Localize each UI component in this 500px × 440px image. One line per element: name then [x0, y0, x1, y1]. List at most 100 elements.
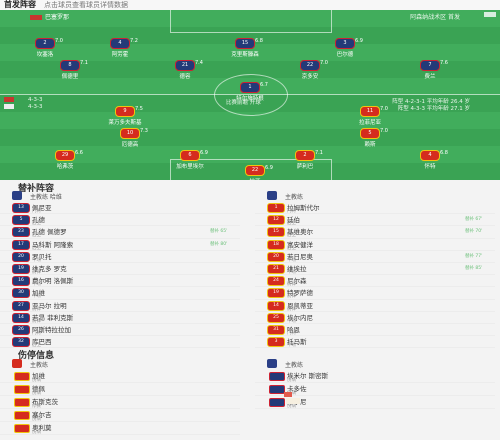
player-position: 后卫 — [32, 245, 41, 251]
shirt-icon: 3 — [335, 38, 355, 49]
player-name: 托马斯 — [287, 338, 307, 347]
away-player-6[interactable]: 6 6.9 加布里埃尔 — [176, 150, 208, 170]
player-position: 门将 — [32, 330, 41, 336]
player-name: 若日尼奥 — [287, 252, 313, 261]
home-injury-row[interactable]: 奥利莫 伤病 — [0, 422, 240, 435]
player-name: 亚马尔 拉明 — [32, 301, 67, 310]
center-circle — [214, 74, 288, 116]
home-player-9[interactable]: 7 7.6 费兰 — [400, 60, 460, 80]
center-text: 比赛前瞻 开球 — [226, 100, 261, 106]
home-formation-2: 4-3-3 — [28, 104, 43, 110]
sub-time-tag: 替补 70' — [465, 229, 483, 235]
penalty-box-top — [170, 10, 332, 33]
player-name: 维埃拉 — [287, 264, 307, 273]
shirt-icon: 22 — [300, 60, 320, 71]
home-sub-row[interactable]: 19 维克多 罗克 前锋 — [0, 263, 240, 276]
away-formation: 阵型 4-2-3-1 平均年龄 26.4 岁 — [392, 99, 470, 105]
shirt-icon: 16 — [12, 276, 30, 287]
shirt-icon: 19 — [267, 288, 285, 299]
home-sub-row[interactable]: 27 亚马尔 拉明 前锋 — [0, 300, 240, 312]
player-position: 前锋 — [287, 306, 296, 312]
home-player-7[interactable]: 21 7.4 德容 — [155, 60, 215, 80]
home-injury-row[interactable]: 塞尔吉 伤病 — [0, 409, 240, 422]
home-player-4[interactable]: 15 6.8 克里斯滕森 — [231, 38, 263, 58]
home-injury-row[interactable]: 德佩 伤病 — [0, 383, 240, 396]
shirt-icon: 26 — [12, 324, 30, 335]
shirt-icon: 1 — [240, 82, 260, 93]
home-sub-row[interactable]: 5 孔德 后卫 — [0, 214, 240, 227]
away-player-9[interactable]: 22 6.9 拉亚 — [225, 165, 285, 180]
penalty-box-bottom — [170, 159, 332, 180]
away-player-8[interactable]: 4 6.8 怀特 — [400, 150, 460, 170]
away-sub-row[interactable]: 24 尼尔森 前锋 — [255, 275, 495, 288]
player-name: 富安健洋 — [287, 240, 313, 249]
away-player-3[interactable]: 10 7.3 厄德高 — [120, 128, 148, 148]
away-player-5[interactable]: 29 6.6 哈弗茨 — [55, 150, 83, 170]
away-sub-row[interactable]: 12 廷伯 后卫 替补 67' — [255, 214, 495, 227]
home-player-3[interactable]: 4 7.2 阿劳霍 — [110, 38, 138, 58]
away-injury-row[interactable]: 埃米尔 斯密斯 伤病 — [255, 370, 495, 383]
away-sub-row[interactable]: 25 埃尔内尼 中场 — [255, 312, 495, 324]
home-player-1[interactable]: 1 6.7 特尔施特根 — [236, 82, 268, 102]
home-player-6[interactable]: 8 7.1 佩德里 — [60, 60, 88, 80]
home-player-2[interactable]: 2 7.0 坎塞洛 — [35, 38, 63, 58]
shirt-icon: 5 — [12, 215, 30, 226]
home-sub-row[interactable]: 32 库巴西 后卫 — [0, 336, 240, 349]
home-sub-row[interactable]: 30 加维 中场 — [0, 287, 240, 300]
player-name: 塞尔吉 — [32, 411, 52, 419]
player-position: 前锋 — [287, 282, 296, 288]
away-player-4[interactable]: 5 7.0 赖斯 — [340, 128, 400, 148]
player-name: 特罗萨德 — [287, 289, 313, 298]
home-player-8[interactable]: 22 7.0 京多安 — [300, 60, 328, 80]
home-sub-row[interactable]: 23 孔德 佩德罗 后卫 替补 65' — [0, 226, 240, 239]
away-sub-row[interactable]: 1 拉姆斯代尔 门将 — [255, 202, 495, 215]
player-position: 后卫 — [287, 221, 296, 227]
away-player-2[interactable]: 11 7.0 拉菲尼亚 — [358, 106, 388, 126]
shirt-icon: 5 — [360, 128, 380, 139]
shirt-icon: 11 — [360, 106, 380, 117]
injury-status: 伤病 — [32, 378, 41, 383]
home-sub-row[interactable]: 17 马科斯 阿隆索 后卫 替补 80' — [0, 239, 240, 251]
home-sub-row[interactable]: 20 罗贝托 中场 — [0, 251, 240, 263]
shirt-icon: 20 — [267, 251, 285, 262]
player-name: 恩凯蒂亚 — [287, 301, 313, 310]
away-sub-row[interactable]: 31 哈恩 门将 — [255, 324, 495, 337]
home-sub-row[interactable]: 16 费尔明 洛佩斯 中场 — [0, 275, 240, 288]
home-team-label: 巴塞罗那 — [30, 12, 69, 21]
away-sub-row[interactable]: 19 特罗萨德 前锋 — [255, 287, 495, 300]
away-team-label: 阿森纳战术区 首发 — [410, 14, 460, 21]
shirt-icon: 9 — [115, 106, 135, 117]
player-position: 中场 — [287, 269, 296, 275]
shirt-icon: 25 — [267, 312, 285, 323]
player-name: 尼尔森 — [287, 277, 307, 286]
shirt-icon — [14, 372, 30, 381]
away-sub-row[interactable]: 3 托马斯 中场 — [255, 336, 495, 349]
player-position: 前锋 — [32, 306, 41, 312]
home-sub-row[interactable]: 13 佩尼亚 门将 — [0, 202, 240, 215]
shirt-icon: 4 — [110, 38, 130, 49]
shirt-icon: 15 — [267, 227, 285, 238]
player-name: 廷伯 — [287, 216, 300, 225]
player-position: 后卫 — [32, 221, 41, 227]
away-sub-row[interactable]: 15 基维奥尔 后卫 替补 70' — [255, 226, 495, 239]
shirt-icon: 30 — [12, 288, 30, 299]
home-sub-row[interactable]: 14 若昂 菲利克斯 前锋 — [0, 312, 240, 324]
away-sub-row[interactable]: 14 恩凯蒂亚 前锋 — [255, 300, 495, 312]
shirt-icon: 13 — [12, 203, 30, 213]
shirt-icon: 2 — [295, 150, 315, 161]
home-player-5[interactable]: 3 6.9 巴尔德 — [335, 38, 363, 58]
shirt-icon — [269, 372, 285, 381]
home-sub-row[interactable]: 26 阿斯特拉拉加 门将 — [0, 324, 240, 337]
shirt-icon: 14 — [267, 300, 285, 311]
home-injury-row[interactable]: 布斯克茨 停赛 — [0, 396, 240, 409]
away-sub-row[interactable]: 21 维埃拉 中场 替补 85' — [255, 263, 495, 276]
shirt-icon — [14, 411, 30, 420]
home-injury-row[interactable]: 加维 伤病 — [0, 370, 240, 383]
away-injury-head: 主教练 — [255, 358, 495, 370]
away-player-7[interactable]: 2 7.1 萨利巴 — [295, 150, 323, 170]
away-player-1[interactable]: 9 7.5 莱万多夫斯基 — [108, 106, 143, 126]
away-sub-row[interactable]: 18 富安健洋 后卫 — [255, 239, 495, 251]
away-sub-row[interactable]: 20 若日尼奥 中场 替补 77' — [255, 251, 495, 263]
player-position: 后卫 — [32, 343, 41, 349]
